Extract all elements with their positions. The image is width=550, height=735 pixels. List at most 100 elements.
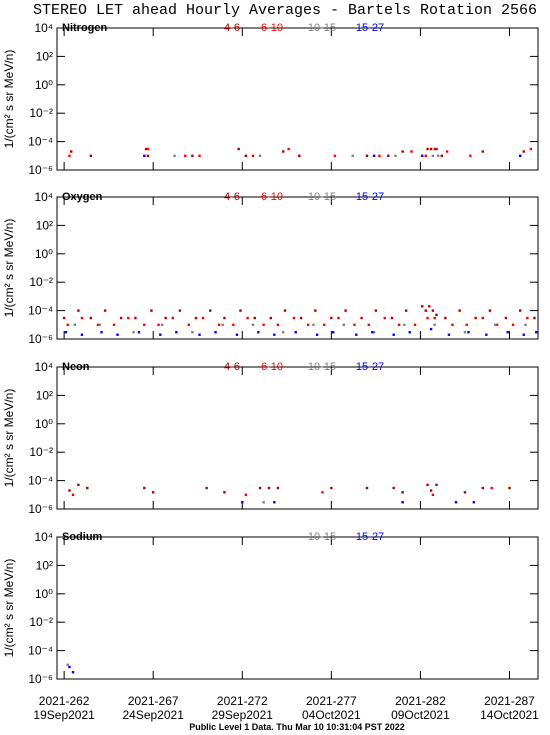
- data-point: [298, 154, 301, 157]
- data-point: [276, 486, 280, 490]
- data-point: [283, 309, 287, 312]
- y-tick-label: 10⁻⁴: [28, 135, 53, 149]
- data-point: [209, 309, 212, 312]
- x-tick-label: 2021-282: [395, 694, 446, 708]
- y-axis-label: 1/(cm² s sr MeV/n): [2, 219, 16, 318]
- data-point: [429, 327, 433, 331]
- plot-frame: [56, 366, 539, 510]
- data-point: [205, 486, 208, 490]
- data-point: [294, 331, 297, 334]
- legend-entry: 4-6: [224, 22, 240, 34]
- data-point: [401, 501, 404, 504]
- data-point: [424, 154, 427, 157]
- data-point: [365, 154, 369, 157]
- data-point: [392, 486, 395, 490]
- data-point: [344, 309, 347, 312]
- data-point: [159, 333, 162, 336]
- data-point: [518, 154, 522, 157]
- data-point: [251, 154, 255, 157]
- x-tick-date: 19Sep2021: [33, 708, 95, 722]
- data-point: [223, 491, 226, 494]
- data-point: [474, 316, 477, 320]
- data-point: [306, 323, 310, 326]
- data-point: [152, 491, 155, 494]
- y-tick-label: 10⁻²: [29, 445, 53, 459]
- y-tick-label: 10⁴: [34, 360, 53, 374]
- data-point: [244, 154, 248, 157]
- data-point: [351, 154, 354, 157]
- page-title: STEREO LET ahead Hourly Averages - Barte…: [33, 2, 537, 19]
- legend-entry: 6-10: [261, 361, 283, 373]
- data-point: [504, 316, 508, 320]
- data-point: [89, 316, 93, 320]
- data-point: [463, 331, 467, 334]
- data-point: [146, 154, 150, 157]
- data-point: [378, 154, 381, 157]
- y-axis-label: 1/(cm² s sr MeV/n): [2, 389, 16, 488]
- data-point: [80, 316, 84, 320]
- y-tick-label: 10⁰: [35, 247, 53, 261]
- data-point: [435, 483, 438, 487]
- data-point: [143, 154, 146, 157]
- y-tick-label: 10⁻⁶: [28, 502, 53, 516]
- data-point: [467, 331, 470, 334]
- legend-entry: 4-6: [224, 191, 240, 203]
- plot-frame: [56, 196, 539, 340]
- data-point: [429, 489, 433, 492]
- data-point: [403, 323, 406, 326]
- data-point: [103, 309, 107, 312]
- data-point: [292, 316, 296, 320]
- data-point: [112, 323, 116, 326]
- data-point: [80, 333, 84, 336]
- data-point: [469, 154, 472, 157]
- data-point: [191, 154, 194, 157]
- data-point: [435, 147, 438, 151]
- data-point: [404, 309, 408, 312]
- data-point: [223, 316, 226, 320]
- x-tick-date: 14Oct2021: [480, 708, 539, 722]
- y-tick-label: 10⁴: [34, 21, 53, 35]
- y-tick-label: 10²: [36, 218, 53, 232]
- data-point: [518, 309, 522, 312]
- data-point: [127, 316, 130, 320]
- data-point: [424, 309, 427, 312]
- data-point: [214, 331, 217, 334]
- data-point: [187, 323, 191, 326]
- data-point: [241, 501, 244, 504]
- data-point: [440, 154, 443, 157]
- x-tick-date: 29Sep2021: [212, 708, 274, 722]
- y-tick-label: 10⁻⁴: [28, 304, 53, 318]
- data-point: [143, 323, 146, 326]
- data-point: [526, 316, 529, 320]
- data-point: [269, 316, 272, 320]
- legend-entry: 6-10: [261, 191, 283, 203]
- data-point: [426, 483, 429, 487]
- data-point: [86, 486, 89, 490]
- data-point: [485, 333, 488, 336]
- y-tick-label: 10⁰: [35, 78, 53, 92]
- legend-entry: 4-6: [224, 361, 240, 373]
- data-point: [282, 150, 285, 153]
- data-point: [454, 501, 458, 504]
- legend-entry: 10-15: [308, 361, 336, 373]
- data-point: [217, 323, 221, 326]
- data-point: [191, 331, 194, 334]
- panel-title: Neon: [62, 361, 90, 373]
- data-point: [253, 316, 256, 320]
- data-point: [413, 323, 417, 326]
- data-point: [444, 316, 447, 320]
- legend-entry: 6-10: [261, 22, 283, 34]
- data-point: [144, 147, 148, 151]
- data-point: [194, 316, 198, 320]
- data-point: [239, 309, 242, 312]
- data-point: [143, 486, 146, 490]
- data-point: [315, 333, 319, 336]
- data-point: [421, 305, 424, 308]
- data-point: [70, 150, 73, 153]
- data-point: [533, 316, 536, 320]
- data-point: [160, 323, 164, 326]
- data-point: [282, 331, 285, 334]
- y-tick-label: 10⁻²: [29, 106, 53, 120]
- plot-frame: [56, 27, 539, 171]
